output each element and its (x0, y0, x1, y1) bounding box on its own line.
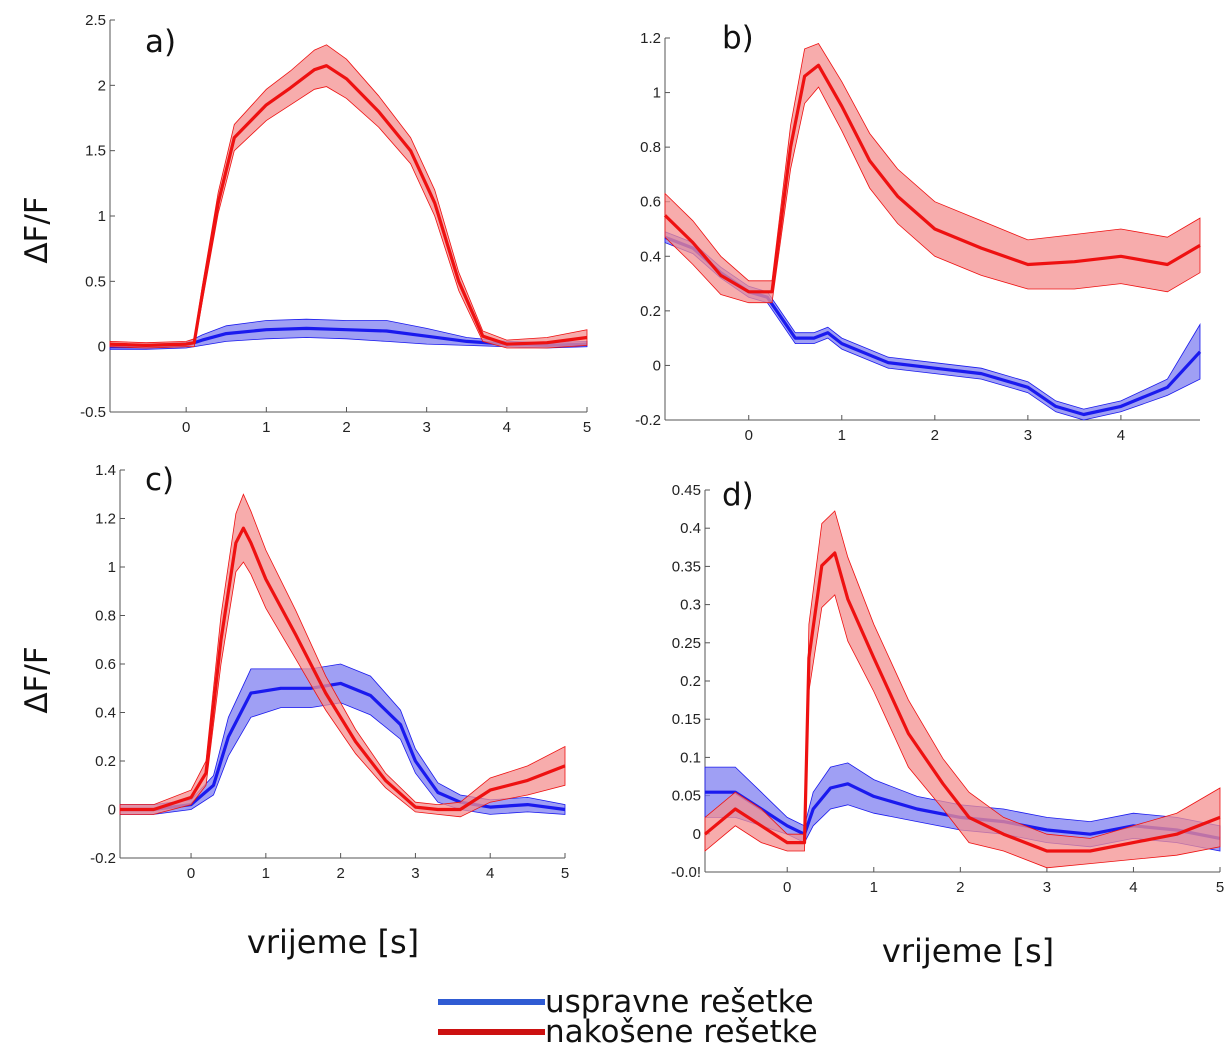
x-tick-label: 3 (411, 865, 419, 882)
y-tick-label: 1.5 (85, 143, 106, 160)
y-tick-label: -0.0! (671, 864, 701, 881)
y-tick-label: 0.2 (640, 303, 661, 320)
y-tick-label: 0.8 (95, 608, 116, 625)
y-tick-label: 1.2 (640, 30, 661, 47)
panel-label: b) (722, 20, 754, 56)
series-band-red (664, 43, 1201, 304)
series-line-red (109, 64, 588, 347)
series-line-red (663, 63, 1201, 294)
y-tick-label: 1 (108, 559, 116, 576)
y-tick-label: 0.2 (680, 673, 701, 690)
x-tick-label: 2 (956, 879, 964, 896)
panel-a: -0.5 0 0.5 1 1.5 2 2.5 0 1 2 3 4 5 a) (80, 12, 591, 436)
series-band-red (119, 493, 566, 818)
series-line-red (703, 551, 1221, 853)
x-tick-label: 0 (745, 427, 753, 444)
x-tick-label: 5 (583, 419, 591, 436)
legend-swatch-uspravne (438, 999, 545, 1005)
y-axis-label-bottom: ΔF/F (19, 646, 55, 713)
y-tick-label: 0 (653, 357, 661, 374)
y-tick-label: 0.15 (672, 711, 701, 728)
x-tick-label: 3 (1043, 879, 1051, 896)
x-tick-label: 0 (783, 879, 791, 896)
y-tick-label: 0.4 (95, 705, 116, 722)
y-tick-label: -0.5 (80, 404, 106, 421)
legend-swatch-nakosene (438, 1029, 545, 1035)
y-tick-label: 0.4 (640, 248, 661, 265)
y-tick-label: 0 (693, 826, 701, 843)
y-tick-label: 1.4 (95, 462, 116, 479)
panel-label: d) (722, 477, 754, 513)
x-tick-label: 1 (838, 427, 846, 444)
y-axis-label-top: ΔF/F (19, 196, 55, 263)
y-tick-label: 0.3 (680, 597, 701, 614)
y-tick-label: -0.2 (90, 850, 116, 867)
series-band-blue (119, 663, 566, 815)
series-line-red (120, 526, 566, 812)
x-tick-label: 0 (187, 865, 195, 882)
y-tick-label: 0 (98, 339, 106, 356)
y-tick-label: 1.2 (95, 511, 116, 528)
panel-b: -0.2 0 0.2 0.4 0.6 0.8 1 1.2 0 1 2 3 4 b) (635, 20, 1202, 444)
series-band-red (109, 44, 588, 349)
y-tick-label: 1 (653, 85, 661, 102)
legend: uspravne rešetke nakošene rešetke (438, 984, 818, 1050)
panel-label: c) (145, 462, 174, 498)
y-tick-label: 0.1 (680, 749, 701, 766)
legend-label-nakosene: nakošene rešetke (545, 1014, 818, 1050)
x-tick-label: 1 (870, 879, 878, 896)
y-tick-label: 1 (98, 208, 106, 225)
x-tick-label: 4 (503, 419, 511, 436)
y-tick-label: -0.2 (635, 412, 661, 429)
panel-label: a) (145, 24, 176, 60)
x-tick-label: 5 (1216, 879, 1224, 896)
x-tick-label: 1 (262, 865, 270, 882)
x-tick-label: 2 (342, 419, 350, 436)
x-tick-label: 4 (1129, 879, 1137, 896)
y-tick-label: 0.2 (95, 753, 116, 770)
y-tick-label: 0.45 (672, 482, 701, 499)
panel-d: -0.0! 0 0.05 0.1 0.15 0.2 0.25 0.3 0.35 0.4 0.45 0 1… (671, 477, 1224, 896)
x-tick-label: 0 (182, 419, 190, 436)
x-tick-label: 1 (262, 419, 270, 436)
y-tick-label: 0 (108, 802, 116, 819)
x-tick-label: 2 (336, 865, 344, 882)
x-tick-label: 5 (561, 865, 569, 882)
series-band-blue (664, 231, 1201, 421)
y-tick-label: 2 (98, 77, 106, 94)
y-tick-label: 0.4 (680, 520, 701, 537)
y-tick-label: 0.8 (640, 139, 661, 156)
x-tick-label: 4 (1117, 427, 1125, 444)
y-tick-label: 0.5 (85, 273, 106, 290)
y-tick-label: 0.25 (672, 635, 701, 652)
y-tick-label: 2.5 (85, 12, 106, 29)
x-axis-label-right: vrijeme [s] (882, 932, 1054, 970)
y-tick-label: 0.05 (672, 788, 701, 805)
legend-label-uspravne: uspravne rešetke (545, 984, 814, 1020)
x-tick-label: 3 (422, 419, 430, 436)
panel-c: -0.2 0 0.2 0.4 0.6 0.8 1 1.2 1.4 0 1 2 3 4 5 c) (90, 462, 569, 882)
y-tick-label: 0.35 (672, 558, 701, 575)
x-tick-label: 3 (1024, 427, 1032, 444)
x-tick-label: 2 (931, 427, 939, 444)
series-line-blue (705, 782, 1221, 840)
x-tick-label: 4 (486, 865, 494, 882)
x-axis-label-left: vrijeme [s] (247, 923, 419, 961)
y-tick-label: 0.6 (95, 656, 116, 673)
y-tick-label: 0.6 (640, 194, 661, 211)
